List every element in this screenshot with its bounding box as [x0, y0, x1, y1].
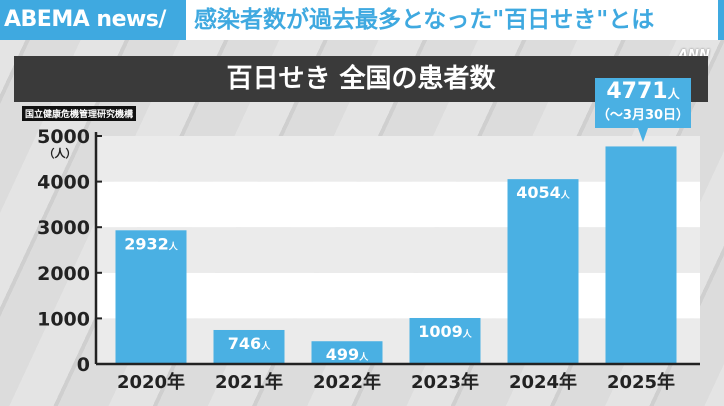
- x-tick-label: 2025年: [607, 371, 675, 393]
- x-tick-label: 2024年: [509, 371, 577, 393]
- y-tick-label: 5000: [37, 126, 90, 148]
- bar-2020年: [115, 230, 187, 364]
- source-label: 国立健康危機管理研究機構: [22, 106, 137, 121]
- callout-value: 4771: [606, 79, 668, 104]
- bar-value-label: 499人: [326, 345, 369, 364]
- bar-2024年: [507, 179, 579, 364]
- bar-value-label: 4054人: [516, 183, 571, 202]
- chart-title: 百日せき 全国の患者数: [14, 56, 708, 102]
- grid-band: [96, 181, 700, 228]
- bar-value-label: 746人: [228, 334, 271, 353]
- bar-2023年: [409, 317, 481, 364]
- news-header: ABEMA news/ 感染者数が過去最多となった"百日せき"とは: [0, 0, 724, 40]
- grid-band: [96, 227, 700, 273]
- headline: 感染者数が過去最多となった"百日せき"とは: [194, 7, 655, 33]
- bar-value-label: 1009人: [418, 322, 473, 341]
- brand-logo: ABEMA news/: [0, 0, 186, 40]
- header-edge: [718, 0, 724, 40]
- x-tick-label: 2021年: [215, 371, 283, 393]
- bar-2021年: [213, 329, 285, 364]
- bar-value-label: 2932人: [124, 234, 179, 253]
- grid-band: [96, 136, 700, 182]
- grid-band: [96, 272, 700, 319]
- x-tick-label: 2022年: [313, 371, 381, 393]
- y-tick-label: 2000: [37, 263, 90, 285]
- grid-band: [96, 318, 700, 364]
- bar-2025年: [605, 146, 677, 364]
- y-axis-unit: （人）: [44, 146, 77, 160]
- bar-2022年: [311, 341, 383, 364]
- x-tick-label: 2020年: [117, 371, 185, 393]
- x-tick-label: 2023年: [411, 371, 479, 393]
- callout-pointer: [638, 128, 648, 142]
- callout-unit: 人: [667, 87, 680, 101]
- callout-note: （～3月30日）: [596, 108, 690, 123]
- callout-2025: 4771人 （～3月30日）: [595, 78, 691, 128]
- y-tick-label: 3000: [37, 217, 90, 239]
- y-tick-label: 0: [77, 354, 90, 376]
- y-tick-label: 1000: [37, 308, 90, 330]
- y-tick-label: 4000: [37, 172, 90, 194]
